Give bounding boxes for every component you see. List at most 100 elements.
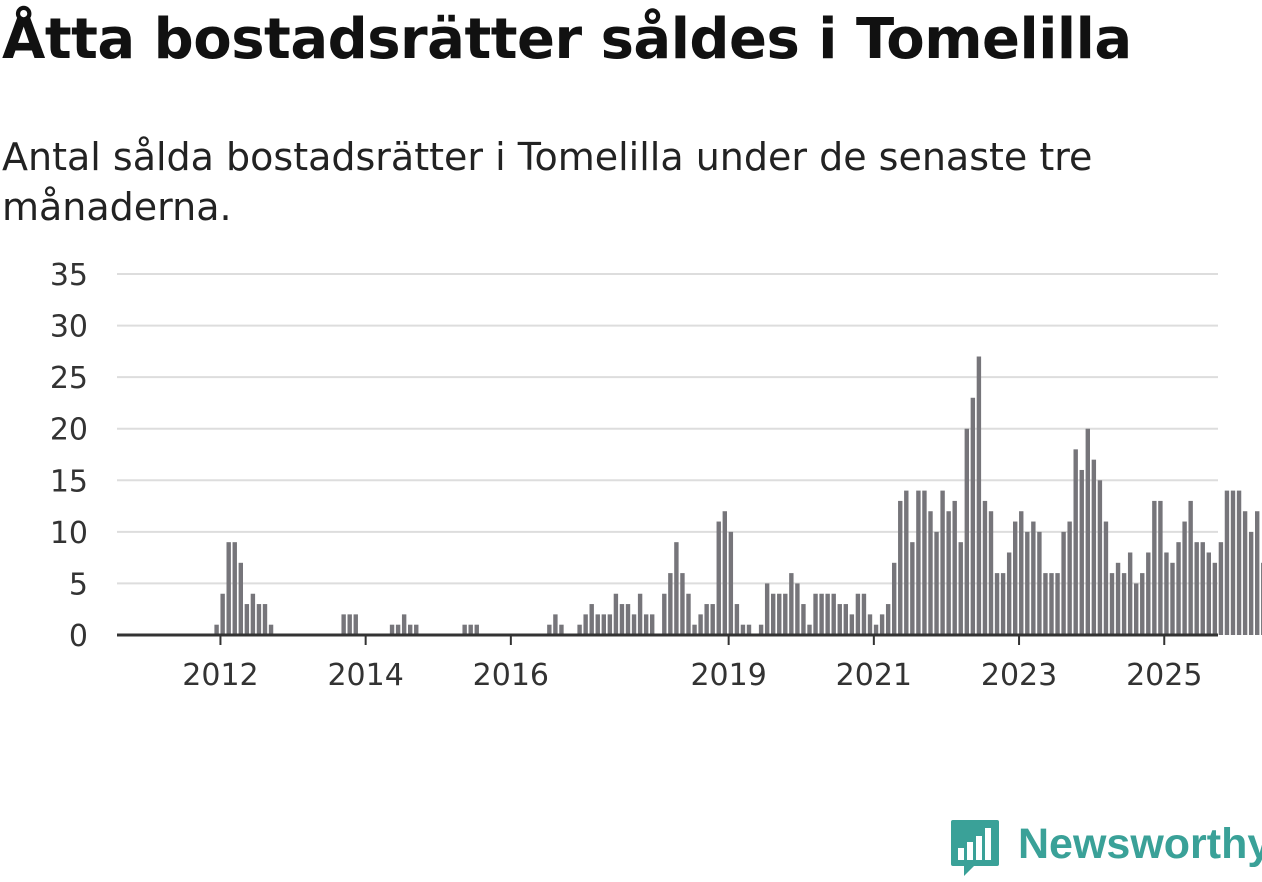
bar (1085, 428, 1090, 635)
bar (214, 624, 219, 635)
y-tick-label: 30 (50, 310, 88, 345)
bar (680, 573, 685, 635)
x-tick-label: 2014 (327, 658, 403, 693)
bar (825, 593, 830, 635)
bar (746, 624, 752, 635)
bar (837, 604, 842, 635)
bar (607, 614, 613, 635)
bar (867, 614, 873, 635)
bar (256, 604, 262, 635)
bar (771, 593, 776, 635)
bar (353, 614, 358, 635)
bar (1194, 542, 1199, 635)
bar (783, 593, 788, 635)
bar (1115, 562, 1121, 635)
bar (885, 604, 891, 635)
newsworthy-logo-icon (951, 820, 999, 876)
bar (395, 624, 401, 635)
bar (946, 511, 951, 635)
bar (940, 490, 945, 635)
bar (1037, 531, 1042, 635)
bar (1073, 449, 1078, 635)
bar (964, 428, 969, 635)
bar (704, 604, 709, 635)
bar (916, 490, 921, 635)
bar (1103, 521, 1109, 635)
bar (789, 573, 794, 635)
bar (740, 624, 746, 635)
bar (807, 624, 812, 635)
bar (1019, 511, 1024, 635)
bar (1230, 490, 1236, 635)
bar (934, 531, 939, 635)
bar (843, 604, 848, 635)
bar (244, 604, 250, 635)
bar (262, 604, 268, 635)
bar (928, 511, 933, 635)
bar (1067, 521, 1072, 635)
bar (1242, 511, 1248, 635)
y-tick-label: 25 (50, 361, 88, 396)
bar (589, 604, 594, 635)
bar (819, 593, 824, 635)
bar (1140, 573, 1145, 635)
y-tick-label: 15 (50, 464, 88, 499)
bar (849, 614, 855, 635)
bar (553, 614, 558, 635)
bar (1255, 511, 1260, 635)
bar (716, 521, 721, 635)
bar (1182, 521, 1187, 635)
bar (619, 604, 625, 635)
bar (341, 614, 346, 635)
newsworthy-logo: Newsworthy (950, 818, 1262, 882)
x-tick-label: 2021 (836, 658, 912, 693)
bar (220, 593, 225, 635)
y-tick-label: 10 (50, 516, 88, 551)
x-tick-label: 2023 (981, 658, 1057, 693)
bar (922, 490, 927, 635)
bar (1121, 573, 1127, 635)
bar (268, 624, 274, 635)
bar (988, 511, 994, 635)
bar (970, 397, 976, 635)
bar (1055, 573, 1060, 635)
x-tick-label: 2016 (473, 658, 549, 693)
bar (238, 562, 243, 635)
bar (643, 614, 649, 635)
bar (831, 593, 836, 635)
bar (226, 542, 231, 635)
bar (577, 624, 582, 635)
bar (1188, 500, 1193, 635)
bar (1097, 480, 1103, 635)
bar (692, 624, 697, 635)
bar (1152, 500, 1157, 635)
bar (1170, 562, 1175, 635)
bar (250, 593, 256, 635)
bar (994, 573, 1000, 635)
bar (1236, 490, 1242, 635)
bar (1127, 552, 1133, 635)
bar (1158, 500, 1163, 635)
newsworthy-logo-text: Newsworthy (1018, 820, 1262, 868)
chart-subtitle: Antal sålda bostadsrätter i Tomelilla un… (2, 135, 1093, 229)
bar (1061, 531, 1066, 635)
bar (547, 624, 552, 635)
bar (1206, 552, 1211, 635)
bar (813, 593, 818, 635)
bar (1134, 583, 1139, 635)
y-tick-label: 20 (50, 413, 88, 448)
bar (1091, 459, 1097, 635)
bar (1043, 573, 1048, 635)
bar (1049, 573, 1054, 635)
bar (613, 593, 619, 635)
bar (952, 500, 957, 635)
bar (559, 624, 564, 635)
bar (1013, 521, 1018, 635)
bar (728, 531, 734, 635)
bar (734, 604, 740, 635)
bar (389, 624, 395, 635)
bar (764, 583, 770, 635)
x-tick-label: 2019 (690, 658, 766, 693)
bar (462, 624, 467, 635)
bar (583, 614, 588, 635)
